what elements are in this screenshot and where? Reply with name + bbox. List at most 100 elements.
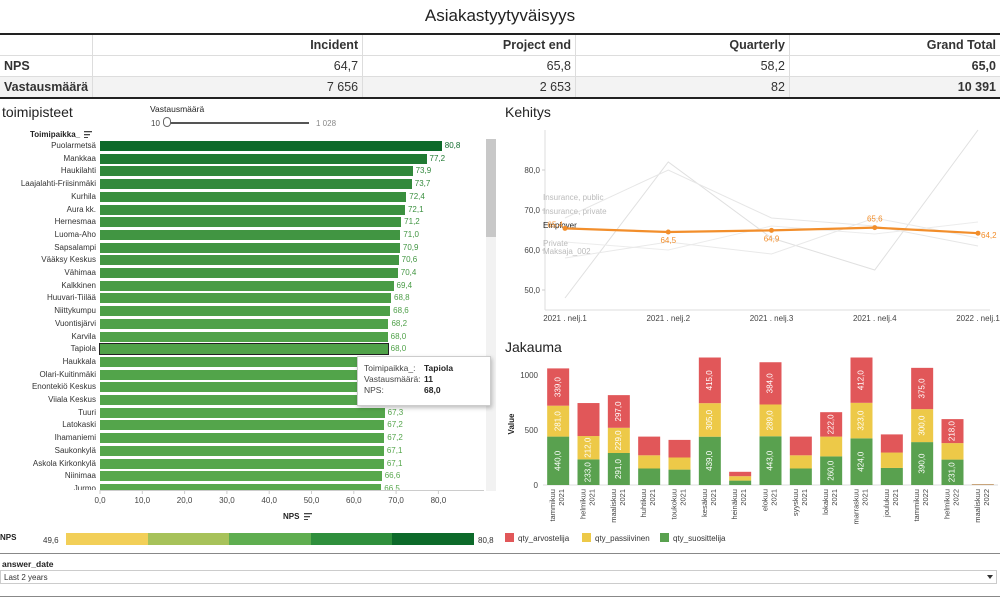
bar[interactable] — [100, 382, 386, 393]
bar[interactable] — [100, 280, 394, 291]
legend-swatch[interactable] — [505, 533, 514, 542]
stacked-bar-segment[interactable] — [638, 455, 661, 469]
legend-label[interactable]: qty_arvostelija — [518, 534, 570, 543]
stacked-bar-segment[interactable] — [668, 439, 691, 458]
bar[interactable] — [100, 369, 386, 380]
stacked-bar-segment[interactable] — [698, 436, 721, 485]
sort-icon[interactable] — [303, 513, 312, 521]
stacked-bar-segment[interactable] — [759, 436, 782, 485]
bar[interactable] — [100, 483, 382, 490]
stacked-bar-segment[interactable] — [729, 471, 752, 477]
series-point[interactable] — [769, 227, 774, 233]
slider-track[interactable] — [166, 122, 309, 124]
stacked-bar-segment[interactable] — [729, 476, 752, 481]
stacked-bar-segment[interactable] — [880, 452, 903, 468]
stacked-bar-segment[interactable] — [941, 459, 964, 485]
legend-label[interactable]: qty_suosittelija — [673, 534, 726, 543]
bar[interactable] — [100, 331, 388, 342]
bar[interactable] — [100, 217, 402, 228]
stacked-bar-segment[interactable] — [698, 403, 721, 437]
series-line-background[interactable] — [564, 217, 979, 259]
stacked-bar-segment[interactable] — [607, 452, 630, 485]
legend-label[interactable]: qty_passiivinen — [595, 534, 650, 543]
date-filter-dropdown[interactable]: Last 2 years — [0, 570, 997, 584]
bar[interactable] — [100, 191, 407, 202]
scrollbar-track[interactable] — [486, 139, 496, 491]
series-point[interactable] — [975, 230, 981, 236]
stacked-bar-segment[interactable] — [577, 403, 600, 437]
bar[interactable] — [100, 318, 389, 329]
stacked-bar-segment[interactable] — [820, 412, 843, 437]
bar[interactable] — [100, 420, 385, 431]
series-point[interactable] — [665, 229, 671, 235]
stacked-bar-segment[interactable] — [941, 419, 964, 444]
series-name-label[interactable]: Insurance, public — [543, 193, 603, 202]
series-name-label[interactable]: Maksaja_002 — [543, 247, 591, 256]
bar[interactable] — [100, 407, 385, 418]
stacked-bar-segment[interactable] — [880, 467, 903, 485]
bar[interactable] — [100, 204, 405, 215]
stacked-bar-segment[interactable] — [547, 368, 570, 406]
series-name-label[interactable]: Private — [543, 239, 568, 248]
bar[interactable] — [100, 268, 398, 278]
stacked-bar-segment[interactable] — [789, 468, 812, 486]
nps-legend-ramp[interactable] — [66, 533, 474, 545]
stacked-bar-segment[interactable] — [668, 457, 691, 470]
bar[interactable] — [100, 229, 401, 240]
bar[interactable] — [100, 395, 386, 405]
summary-header-project-end[interactable]: Project end — [362, 34, 576, 56]
bar[interactable] — [99, 343, 389, 356]
bar[interactable] — [100, 433, 385, 444]
stacked-bar-segment[interactable] — [759, 404, 782, 437]
summary-header-quarterly[interactable]: Quarterly — [574, 34, 790, 56]
stacked-bar-segment[interactable] — [941, 443, 964, 460]
stacked-bar-segment[interactable] — [668, 469, 691, 485]
summary-header-grand-total[interactable]: Grand Total — [788, 34, 1000, 56]
stacked-bar-segment[interactable] — [547, 405, 570, 437]
bar[interactable] — [100, 179, 412, 190]
column-header-toimipaikka[interactable]: Toimipaikka_ — [30, 130, 93, 139]
stacked-bar-segment[interactable] — [698, 357, 721, 404]
stacked-bar-segment[interactable] — [850, 357, 873, 403]
stacked-bar-segment[interactable] — [759, 362, 782, 405]
stacked-bar-segment[interactable] — [607, 427, 630, 453]
stacked-bar-segment[interactable] — [547, 436, 570, 485]
stacked-bar-segment[interactable] — [577, 436, 600, 460]
bar[interactable] — [100, 141, 442, 151]
stacked-bar-segment[interactable] — [729, 480, 752, 485]
stacked-bar-segment[interactable] — [911, 442, 934, 485]
bar[interactable] — [100, 356, 387, 367]
bar[interactable] — [100, 153, 427, 164]
bar[interactable] — [100, 242, 400, 253]
stacked-bar-segment[interactable] — [789, 455, 812, 469]
stacked-bar-segment[interactable] — [789, 436, 812, 456]
summary-row-vastausmaara[interactable]: Vastausmäärä 7 656 2 653 82 10 391 — [0, 76, 1000, 99]
series-point[interactable] — [562, 225, 568, 231]
series-point[interactable] — [872, 225, 878, 231]
stacked-bar-segment[interactable] — [820, 436, 843, 457]
series-line-background[interactable] — [564, 169, 979, 247]
stacked-bar-segment[interactable] — [880, 434, 903, 453]
scrollbar-thumb[interactable] — [486, 139, 496, 237]
bar[interactable] — [100, 166, 413, 177]
bar[interactable] — [100, 445, 384, 456]
summary-row-nps[interactable]: NPS 64,7 65,8 58,2 65,0 — [0, 55, 1000, 77]
legend-swatch[interactable] — [660, 533, 669, 542]
bar[interactable] — [100, 471, 382, 482]
stacked-bar-segment[interactable] — [911, 367, 934, 410]
bar[interactable] — [100, 458, 384, 469]
bar[interactable] — [100, 293, 392, 304]
bar[interactable] — [100, 306, 391, 317]
bar[interactable] — [100, 255, 399, 266]
series-name-label[interactable]: Insurance, private — [543, 207, 607, 216]
stacked-bar-segment[interactable] — [850, 438, 873, 485]
slider-handle[interactable] — [163, 117, 171, 127]
x-axis-title[interactable]: NPS — [283, 512, 312, 521]
series-name-label[interactable]: Employer — [543, 221, 577, 230]
series-line-background[interactable] — [564, 129, 979, 299]
summary-header-incident[interactable]: Incident — [92, 34, 363, 56]
stacked-bar-segment[interactable] — [911, 409, 934, 443]
legend-swatch[interactable] — [582, 533, 591, 542]
stacked-bar-segment[interactable] — [820, 456, 843, 485]
stacked-bar-segment[interactable] — [607, 395, 630, 428]
